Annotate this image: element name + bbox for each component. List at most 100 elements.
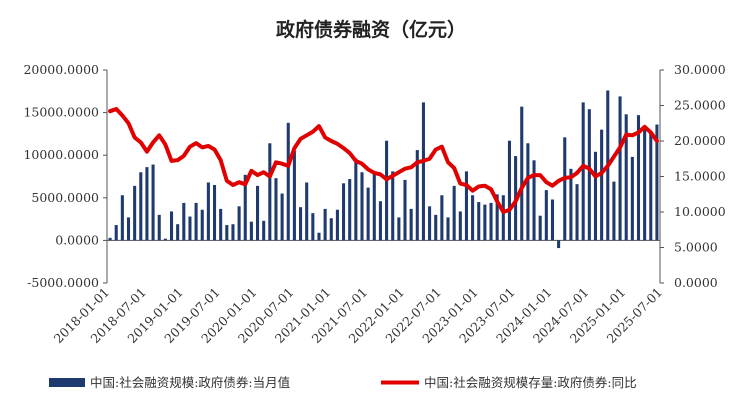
bar — [434, 214, 438, 241]
line-point — [220, 159, 222, 161]
line-point — [637, 131, 640, 134]
bar — [575, 184, 579, 241]
legend-label-line: 中国:社会融资规模存量:政府债券:同比 — [424, 375, 637, 390]
line-point — [312, 131, 314, 133]
line-point — [275, 161, 277, 163]
left-tick-label: 0.0000 — [55, 232, 99, 247]
line-point — [435, 148, 437, 151]
bar — [464, 171, 468, 241]
bar — [133, 185, 137, 241]
bar — [292, 150, 296, 241]
line-point — [342, 147, 345, 149]
bar — [219, 208, 223, 241]
line-point — [263, 171, 265, 173]
bar — [446, 217, 450, 241]
bar — [526, 143, 530, 241]
line-point — [392, 175, 394, 177]
line-point — [361, 163, 363, 165]
line-series — [108, 107, 659, 214]
bar-series — [108, 90, 659, 249]
right-tick-label: 25.0000 — [674, 98, 726, 113]
line-point — [152, 141, 154, 144]
line-point — [410, 166, 412, 168]
line-point — [232, 184, 234, 186]
bar — [507, 140, 511, 241]
line-point — [115, 108, 117, 110]
line-point — [256, 174, 259, 176]
bar — [329, 218, 333, 241]
line-point — [207, 145, 209, 147]
bar — [471, 195, 475, 241]
bar — [397, 217, 401, 241]
bar — [231, 224, 235, 241]
bar — [274, 178, 278, 241]
bar — [600, 129, 604, 241]
legend: 中国:社会融资规模:政府债券:当月值 中国:社会融资规模存量:政府债券:同比 — [49, 375, 637, 390]
line-point — [226, 180, 228, 182]
bar — [415, 150, 419, 241]
line-point — [594, 175, 597, 178]
line-point — [631, 134, 633, 136]
right-tick-label: 0.0000 — [674, 275, 718, 290]
line-point — [644, 126, 646, 128]
bar — [372, 173, 376, 241]
x-axis: 2018-01-012018-07-012019-01-012019-07-01… — [51, 239, 665, 346]
line-point — [170, 160, 173, 162]
line-path — [108, 107, 659, 214]
line-point — [158, 134, 160, 136]
line-point — [213, 148, 216, 151]
line-point — [318, 125, 320, 127]
bar — [495, 194, 499, 241]
bar — [114, 225, 118, 241]
bar — [532, 160, 536, 241]
line-point — [539, 174, 541, 176]
bar — [544, 190, 548, 241]
bar — [348, 179, 352, 241]
line-point — [398, 171, 400, 173]
line-point — [250, 170, 252, 172]
line-point — [127, 122, 130, 124]
line-point — [570, 176, 572, 178]
bar — [391, 171, 395, 241]
bar — [120, 195, 124, 241]
bar — [643, 126, 647, 241]
bar — [452, 185, 456, 241]
bar — [409, 208, 413, 241]
left-y-axis: 20000.0000 15000.0000 10000.0000 5000.0000 0… — [23, 62, 108, 290]
bar — [636, 115, 641, 241]
line-point — [441, 146, 443, 148]
line-point — [613, 156, 615, 158]
bar — [489, 202, 493, 241]
left-tick-label: 5000.0000 — [31, 190, 99, 205]
line-point — [299, 138, 302, 140]
line-point — [244, 183, 246, 185]
line-point — [373, 172, 375, 174]
line-point — [515, 200, 517, 202]
bar — [612, 181, 616, 241]
line-point — [109, 110, 111, 112]
line-point — [287, 165, 289, 167]
bar — [157, 214, 161, 241]
line-point — [545, 181, 547, 183]
line-point — [625, 134, 627, 136]
line-point — [601, 172, 603, 174]
bar — [428, 206, 432, 241]
bar — [501, 195, 505, 241]
bar — [182, 202, 186, 241]
bar — [280, 193, 284, 241]
line-point — [306, 134, 308, 136]
chart-title: 政府债券融资（亿元） — [276, 18, 466, 41]
bar — [342, 183, 346, 241]
bar — [538, 215, 542, 241]
bar — [557, 240, 561, 249]
right-y-axis: 30.0000 25.0000 20.0000 15.0000 10.0000 5.000… — [659, 62, 726, 290]
line-point — [183, 155, 185, 157]
line-point — [195, 142, 197, 144]
legend-swatch-bar — [49, 378, 85, 387]
line-point — [336, 143, 339, 145]
bar — [163, 238, 167, 241]
bar — [360, 172, 364, 241]
bar — [366, 187, 370, 241]
line-point — [533, 174, 535, 176]
